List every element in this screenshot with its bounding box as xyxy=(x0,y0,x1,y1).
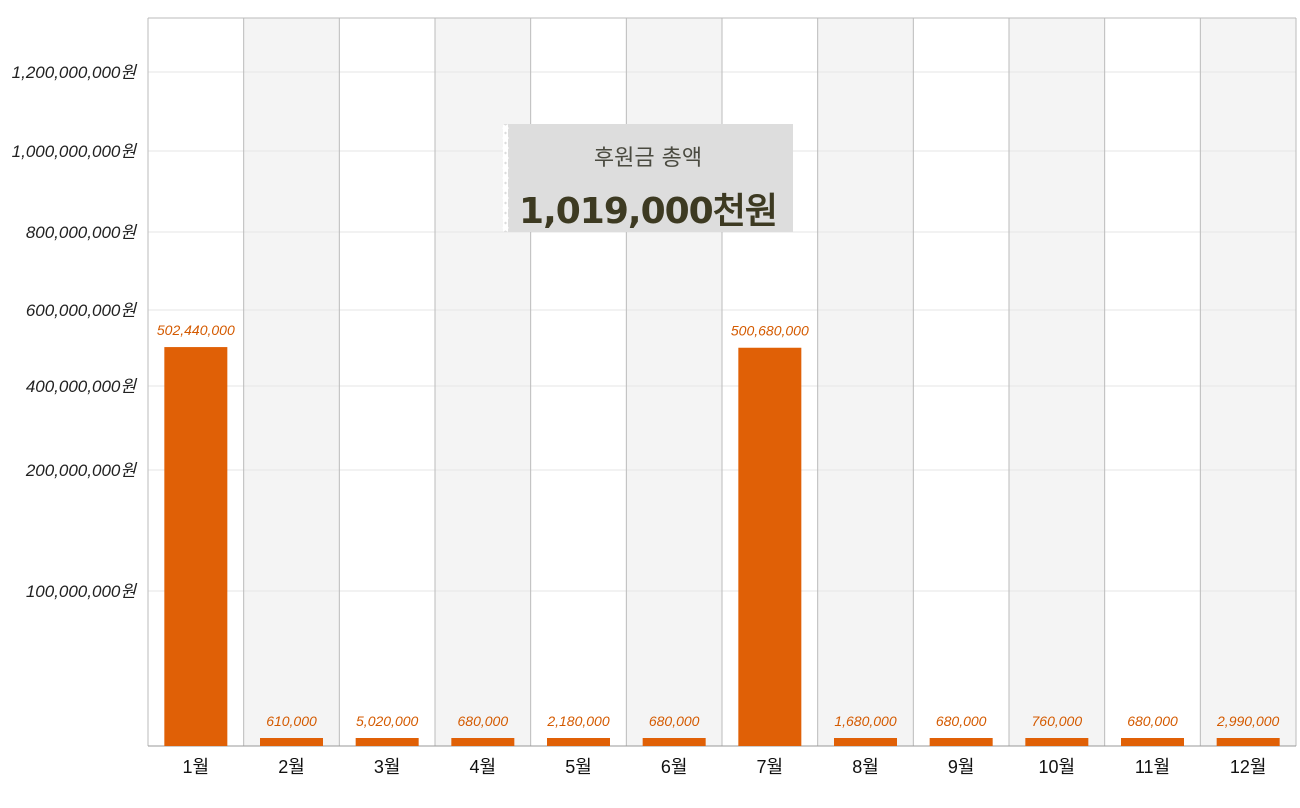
data-label: 2,180,000 xyxy=(546,713,609,729)
y-tick-label: 1,000,000,000원 xyxy=(12,142,138,161)
bar-2월 xyxy=(260,738,323,746)
bar-7월 xyxy=(738,347,802,746)
total-donation-title: 후원금 총액 xyxy=(593,146,703,171)
bar-5월 xyxy=(547,738,610,746)
x-tick-label: 2월 xyxy=(278,757,305,777)
column-band xyxy=(817,18,914,746)
bar-11월 xyxy=(1121,738,1184,746)
bar-3월 xyxy=(355,738,419,746)
bar-12월 xyxy=(1216,738,1280,746)
total-donation-box: 후원금 총액 1,019,000천원 xyxy=(502,124,793,232)
data-label: 500,680,000 xyxy=(731,323,809,339)
column-band xyxy=(1009,18,1105,746)
x-tick-label: 1월 xyxy=(183,757,210,777)
bar-8월 xyxy=(834,738,897,746)
bar-10월 xyxy=(1025,738,1089,746)
y-tick-label: 600,000,000원 xyxy=(26,301,138,320)
x-tick-label: 6월 xyxy=(661,757,688,777)
data-label: 5,020,000 xyxy=(356,713,418,729)
total-donation-value: 1,019,000천원 xyxy=(519,191,778,232)
x-tick-label: 7월 xyxy=(757,757,784,777)
data-label: 680,000 xyxy=(458,713,509,729)
bar-1월 xyxy=(164,347,228,746)
x-tick-label: 5월 xyxy=(565,757,592,777)
y-tick-label: 200,000,000원 xyxy=(25,461,138,480)
x-tick-label: 4월 xyxy=(470,757,497,777)
column-band xyxy=(1200,18,1296,746)
x-tick-label: 9월 xyxy=(948,757,975,777)
data-label: 2,990,000 xyxy=(1216,713,1279,729)
data-label: 502,440,000 xyxy=(157,322,235,338)
x-tick-label: 10월 xyxy=(1039,757,1076,777)
y-tick-label: 800,000,000원 xyxy=(26,223,138,242)
data-label: 1,680,000 xyxy=(834,713,896,729)
x-tick-label: 11월 xyxy=(1135,757,1170,777)
data-label: 610,000 xyxy=(266,713,317,729)
y-tick-label: 1,200,000,000원 xyxy=(12,63,138,82)
bar-6월 xyxy=(642,738,706,746)
bar-4월 xyxy=(451,738,515,746)
y-tick-label: 100,000,000원 xyxy=(26,582,138,601)
data-label: 680,000 xyxy=(1127,713,1178,729)
data-label: 680,000 xyxy=(936,713,987,729)
bar-9월 xyxy=(929,738,993,746)
data-label: 760,000 xyxy=(1032,713,1083,729)
x-tick-label: 3월 xyxy=(374,757,401,777)
x-tick-label: 8월 xyxy=(852,757,879,777)
y-tick-label: 400,000,000원 xyxy=(26,377,138,396)
column-band xyxy=(243,18,340,746)
x-tick-label: 12월 xyxy=(1230,757,1267,777)
data-label: 680,000 xyxy=(649,713,700,729)
